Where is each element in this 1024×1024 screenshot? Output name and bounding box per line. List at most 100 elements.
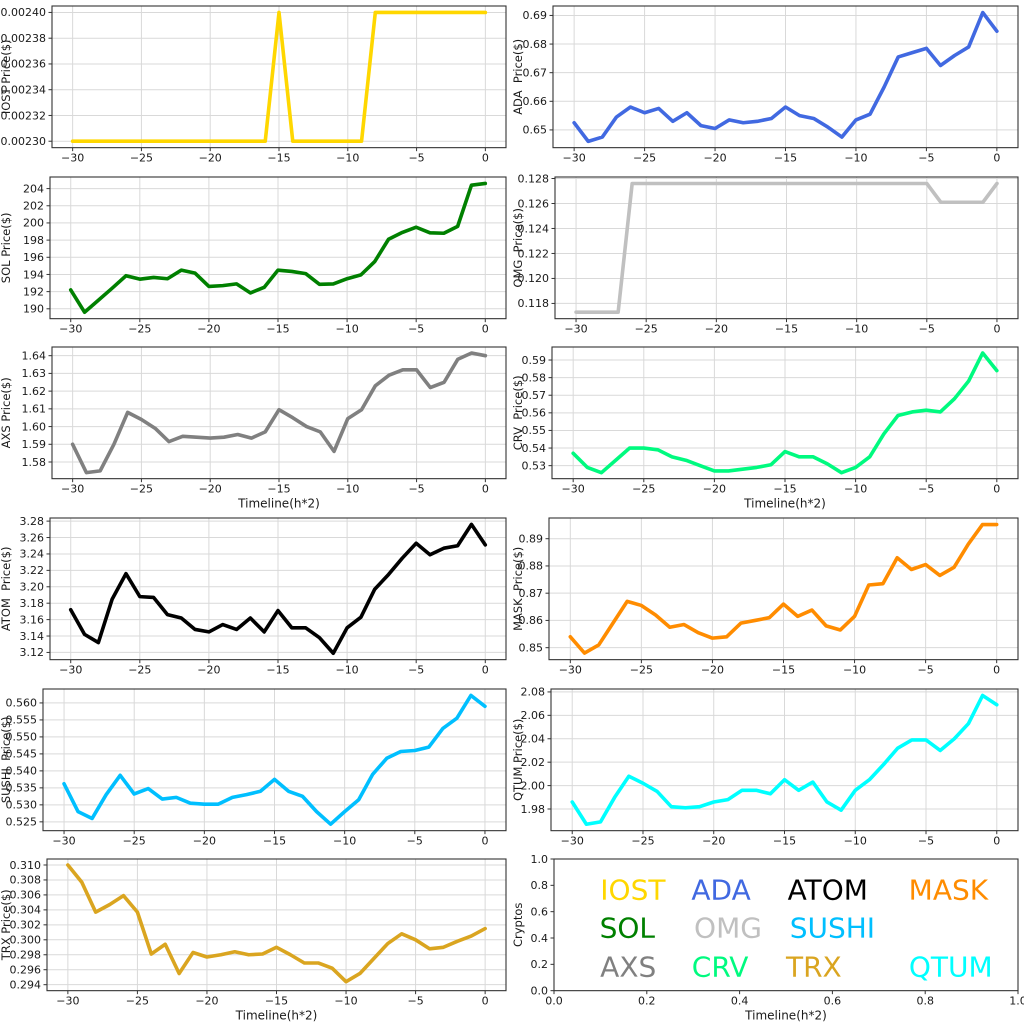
y-tick-label: 0.298 bbox=[10, 949, 41, 962]
x-tick-label: 0 bbox=[482, 322, 489, 335]
y-axis-label: ADA Price($) bbox=[512, 39, 525, 115]
panel-qtum: −30 −25 −20 −15 −10 −5 0 1.98 2.00 2.02 2.04 2.06 2.… bbox=[512, 683, 1024, 854]
y-tick-label: 0.55 bbox=[522, 425, 546, 438]
y-tick-label: 190 bbox=[23, 302, 44, 315]
y-axis-label: QTUM Price($) bbox=[512, 718, 525, 800]
x-axis-label: Timeline(h*2) bbox=[235, 1009, 318, 1023]
y-tick-label: 3.26 bbox=[20, 531, 44, 544]
legend-label-axs: AXS bbox=[600, 951, 656, 984]
y-tick-label: 0.86 bbox=[519, 614, 543, 627]
legend-label-crv: CRV bbox=[692, 951, 749, 984]
x-tick-label: −25 bbox=[128, 322, 151, 335]
x-tick-label: −20 bbox=[703, 152, 726, 165]
y-tick-label: 0.118 bbox=[518, 297, 549, 310]
y-tick-label: 0.2 bbox=[531, 958, 548, 971]
panel-crv: −30 −25 −20 −15 −10 −5 0 0.53 0.54 0.55 0.56 0.57 0.… bbox=[512, 341, 1024, 512]
x-tick-label: −15 bbox=[775, 322, 798, 335]
x-tick-label: −15 bbox=[263, 834, 286, 847]
x-tick-label: −20 bbox=[197, 664, 220, 677]
y-tick-label: 0.66 bbox=[523, 95, 547, 108]
x-tick-label: −20 bbox=[195, 995, 218, 1008]
chart-omg-svg: −30 −25 −20 −15 −10 −5 0 0.118 0.120 0.122 0.124 0.… bbox=[512, 172, 1019, 335]
axs-price-line bbox=[70, 351, 488, 475]
y-axis-label: ATOM Price($) bbox=[0, 547, 13, 632]
y-tick-label: 0.89 bbox=[519, 533, 543, 546]
y-tick-label: 0.56 bbox=[522, 407, 546, 420]
x-tick-label: −30 bbox=[59, 322, 82, 335]
axes-spines bbox=[553, 858, 1019, 992]
y-tick-label: 0.85 bbox=[519, 641, 543, 654]
x-tick-label: −25 bbox=[123, 834, 146, 847]
y-tick-label: 192 bbox=[23, 285, 44, 298]
chart-sol-svg: −30 −25 −20 −15 −10 −5 0 190 192 194 196 198 200 202 2… bbox=[0, 176, 507, 335]
x-tick-label: −20 bbox=[197, 322, 220, 335]
x-tick-label: −5 bbox=[919, 322, 935, 335]
y-tick-label: 0.00236 bbox=[1, 58, 46, 71]
y-tick-label: 3.18 bbox=[20, 597, 44, 610]
x-tick-label: −15 bbox=[267, 483, 290, 496]
x-tick-label: 0 bbox=[481, 834, 488, 847]
y-tick-label: 0.65 bbox=[523, 124, 547, 137]
x-tick-label: 0 bbox=[482, 483, 489, 496]
x-tick-label: −15 bbox=[773, 483, 796, 496]
x-tick-label: −25 bbox=[635, 322, 658, 335]
mask-price-line bbox=[568, 522, 999, 655]
chart-axs-svg: −30 −25 −20 −15 −10 −5 0 1.58 1.59 1.60 1.61 1.62 1.… bbox=[0, 346, 507, 511]
y-tick-label: 0.296 bbox=[10, 964, 41, 977]
y-tick-label: 196 bbox=[23, 251, 44, 264]
y-axis-label: IOST Price($) bbox=[0, 39, 13, 114]
x-tick-label: −30 bbox=[61, 152, 84, 165]
trx-price-line bbox=[66, 863, 487, 984]
x-tick-label: 0 bbox=[482, 995, 489, 1008]
x-tick-label: −30 bbox=[563, 152, 586, 165]
y-tick-label: 3.22 bbox=[20, 564, 44, 577]
x-tick-label: −30 bbox=[562, 483, 585, 496]
x-tick-label: −15 bbox=[265, 995, 288, 1008]
y-tick-label: 194 bbox=[23, 268, 44, 281]
x-tick-label: 0.6 bbox=[824, 995, 841, 1008]
panel-ada: −30 −25 −20 −15 −10 −5 0 0.65 0.66 0.67 0.68 0.69 AD… bbox=[512, 0, 1024, 171]
y-tick-label: 0.67 bbox=[523, 66, 547, 79]
x-tick-label: −10 bbox=[844, 483, 867, 496]
y-tick-label: 1.63 bbox=[22, 368, 46, 381]
x-tick-label: −5 bbox=[408, 152, 424, 165]
x-tick-label: 0 bbox=[993, 483, 1000, 496]
y-tick-label: 0.306 bbox=[10, 889, 41, 902]
panel-sushi: −30 −25 −20 −15 −10 −5 0 0.525 0.530 0.535 0.540 0.… bbox=[0, 683, 512, 854]
y-tick-label: 0.69 bbox=[523, 9, 547, 22]
y-tick-label: 0.555 bbox=[6, 713, 37, 726]
x-tick-label: −30 bbox=[59, 664, 82, 677]
y-tick-label: 0.87 bbox=[519, 587, 543, 600]
x-tick-label: 0.0 bbox=[545, 995, 562, 1008]
legend-label-iost: IOST bbox=[600, 874, 666, 907]
x-tick-label: 0 bbox=[482, 152, 489, 165]
legend-label-qtum: QTUM bbox=[909, 951, 993, 984]
legend-label-mask: MASK bbox=[909, 874, 989, 907]
x-tick-label: 0.2 bbox=[638, 995, 655, 1008]
y-tick-label: 1.64 bbox=[22, 350, 46, 363]
chart-ada-svg: −30 −25 −20 −15 −10 −5 0 0.65 0.66 0.67 0.68 0.69 AD… bbox=[512, 5, 1019, 165]
y-tick-label: 0.57 bbox=[522, 389, 546, 402]
chart-atom-svg: −30 −25 −20 −15 −10 −5 0 3.12 3.14 3.16 3.18 3.20 3.… bbox=[0, 515, 507, 677]
legend-label-trx: TRX bbox=[785, 951, 842, 984]
y-tick-label: 0.00230 bbox=[1, 135, 46, 148]
x-tick-label: 0 bbox=[993, 152, 1000, 165]
chart-iost-svg: −30 −25 −20 −15 −10 −5 0 0.00230 0.00232 0.00234 0… bbox=[0, 5, 507, 165]
y-tick-label: 3.16 bbox=[20, 613, 44, 626]
y-tick-label: 0.54 bbox=[522, 442, 546, 455]
y-tick-label: 0.53 bbox=[522, 460, 546, 473]
chart-mask-svg: −30 −25 −20 −15 −10 −5 0 0.85 0.86 0.87 0.88 0.89MA… bbox=[512, 517, 1019, 677]
x-tick-label: −25 bbox=[130, 152, 153, 165]
x-tick-label: −10 bbox=[843, 664, 866, 677]
panel-axs: −30 −25 −20 −15 −10 −5 0 1.58 1.59 1.60 1.61 1.62 1.… bbox=[0, 341, 512, 512]
x-tick-label: −20 bbox=[705, 322, 728, 335]
omg-price-line bbox=[574, 181, 999, 314]
y-tick-label: 0.300 bbox=[10, 934, 41, 947]
y-axis-label: AXS Price($) bbox=[0, 378, 13, 449]
y-tick-label: 2.04 bbox=[521, 732, 545, 745]
y-tick-label: 0.310 bbox=[10, 859, 41, 872]
x-tick-label: −20 bbox=[702, 834, 725, 847]
y-tick-label: 1.62 bbox=[22, 385, 46, 398]
x-tick-label: −20 bbox=[199, 152, 222, 165]
